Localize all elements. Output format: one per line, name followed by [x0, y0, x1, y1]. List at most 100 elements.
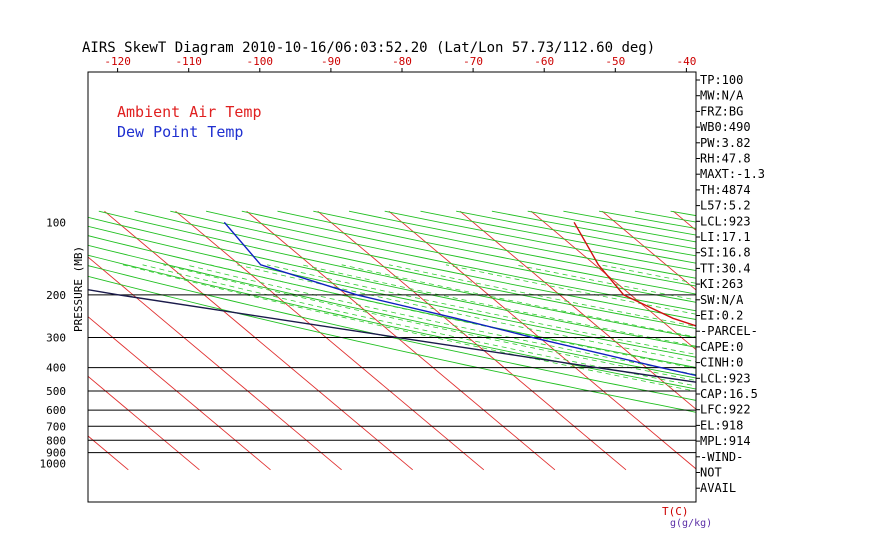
pressure-tick-label: 100 [46, 216, 66, 229]
index-15: EI:0.2 [700, 309, 743, 323]
index-12: TT:30.4 [700, 261, 751, 275]
dry-adiabat-line [88, 265, 696, 401]
dry-adiabat-line [491, 210, 696, 250]
plot-frame [87, 71, 697, 503]
isotherm-line [88, 316, 271, 471]
index-16: -PARCEL- [700, 324, 758, 338]
index-19: LCL:923 [700, 371, 751, 385]
dry-adiabat-line [98, 210, 696, 339]
top-tick-label: -110 [175, 55, 202, 68]
dry-adiabat-line [313, 210, 696, 287]
pressure-tick-label: 1000 [40, 458, 67, 471]
index-17: CAPE:0 [700, 340, 743, 354]
top-tick-label: -50 [605, 55, 625, 68]
isotherm-line [744, 211, 870, 470]
index-4: PW:3.82 [700, 136, 751, 150]
dry-adiabat-line [88, 275, 696, 413]
dry-adiabat-line [420, 210, 696, 264]
isotherm-line [601, 210, 696, 291]
index-26: AVAIL [700, 481, 736, 495]
pressure-tick-label: 900 [46, 447, 66, 460]
y-axis-label: PRESSURE (MB) [72, 246, 85, 332]
top-tick-label: -40 [676, 55, 696, 68]
top-temperature-ticks: -120 -110 -100 -90 -80 -70 -60 -50 -40 [104, 55, 696, 72]
index-23: MPL:914 [700, 434, 751, 448]
top-tick-label: -80 [392, 55, 412, 68]
pressure-tick-label: 700 [46, 420, 66, 433]
top-tick-label: -70 [463, 55, 483, 68]
profile-dew-point-temp [223, 221, 696, 377]
dry-adiabat-line [88, 235, 696, 368]
index-11: SI:16.8 [700, 246, 751, 260]
dry-adiabat-line [456, 210, 696, 257]
index-21: LFC:922 [700, 403, 751, 417]
dry-adiabat-line [170, 210, 696, 320]
stability-indices: TP:100MW:N/AFRZ:BGWB0:490PW:3.82RH:47.8M… [696, 73, 765, 495]
index-6: MAXT:-1.3 [700, 167, 765, 181]
index-8: L57:5.2 [700, 199, 751, 213]
legend-dew-point-temp: Dew Point Temp [117, 123, 243, 141]
index-20: CAP:16.5 [700, 387, 758, 401]
isotherm-line [815, 211, 870, 470]
plot-grid [88, 210, 870, 471]
index-9: LCL:923 [700, 214, 751, 228]
legend-ambient-air-temp: Ambient Air Temp [117, 103, 262, 121]
profile-ambient-air-temp [573, 221, 696, 327]
chart-title: AIRS SkewT Diagram 2010-10-16/06:03:52.2… [82, 40, 655, 56]
sounding-profiles [88, 221, 696, 383]
profile-parcel [88, 288, 696, 383]
dry-adiabat-line [634, 210, 696, 223]
mixing-axis-unit: g(g/kg) [670, 518, 712, 529]
pressure-tick-label: 400 [46, 362, 66, 375]
dry-adiabat-line [527, 210, 696, 243]
index-24: -WIND- [700, 450, 743, 464]
isotherm-line [530, 210, 696, 351]
pressure-tick-label: 800 [46, 434, 66, 447]
isobar-lines [88, 294, 696, 454]
isotherm-line [459, 210, 696, 410]
pressure-tick-label: 300 [46, 331, 66, 344]
top-tick-label: -90 [321, 55, 341, 68]
dry-adiabat-line [88, 244, 696, 379]
index-3: WB0:490 [700, 120, 751, 134]
moist-adiabat-line [267, 264, 696, 355]
index-14: SW:N/A [700, 293, 744, 307]
isotherm-line [88, 375, 200, 471]
index-18: CINH:0 [700, 356, 743, 370]
index-5: RH:47.8 [700, 152, 751, 166]
dry-adiabat-line [849, 211, 870, 470]
isotherm-line [104, 210, 413, 471]
pressure-tick-label: 500 [46, 385, 66, 398]
moist-adiabat-line [236, 264, 696, 363]
pressure-tick-label: 200 [46, 289, 66, 302]
mixing-ratio-line [834, 368, 870, 469]
index-10: LI:17.1 [700, 230, 751, 244]
index-7: TH:4874 [700, 183, 751, 197]
index-22: EL:918 [700, 418, 743, 432]
index-1: MW:N/A [700, 89, 744, 103]
top-tick-label: -120 [104, 55, 131, 68]
dry-adiabat-line [88, 216, 696, 348]
plot-border [87, 71, 697, 503]
dry-adiabat-line [778, 211, 870, 470]
dry-adiabat-line [134, 210, 696, 329]
moist-adiabat-line [810, 265, 870, 470]
moist-adiabat-line [142, 264, 696, 387]
top-tick-label: -100 [247, 55, 274, 68]
index-13: KI:263 [700, 277, 743, 291]
pressure-tick-label: 600 [46, 404, 66, 417]
top-tick-label: -60 [534, 55, 554, 68]
dry-adiabat-line [88, 254, 696, 390]
temp-axis-unit: T(C) [662, 505, 689, 518]
mixing-ratio-line [789, 368, 870, 469]
dry-adiabat-line [88, 225, 696, 358]
dry-adiabat-line [742, 211, 870, 470]
index-0: TP:100 [700, 73, 743, 87]
isotherm-line [317, 210, 627, 471]
index-2: FRZ:BG [700, 104, 743, 118]
index-25: NOT [700, 466, 722, 480]
dry-adiabat-line [814, 211, 870, 470]
isotherm-line [175, 210, 485, 471]
